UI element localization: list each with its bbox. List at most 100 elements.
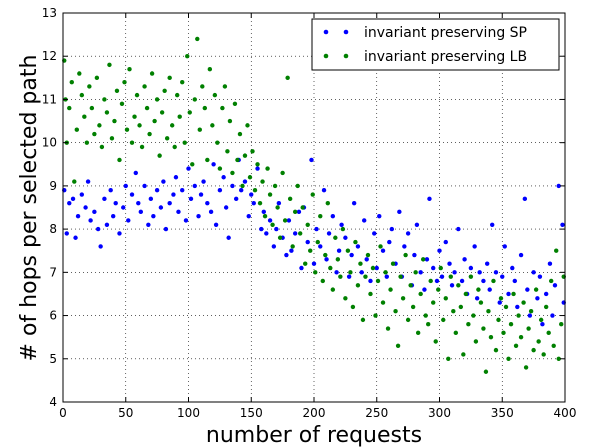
data-point xyxy=(121,205,126,210)
data-point xyxy=(423,313,428,318)
data-point xyxy=(463,291,469,297)
data-point xyxy=(547,261,553,266)
data-point xyxy=(124,127,130,132)
data-point xyxy=(434,278,440,284)
data-point xyxy=(212,92,218,98)
data-point xyxy=(188,196,194,202)
data-point xyxy=(527,313,533,318)
data-point xyxy=(158,205,164,210)
data-point xyxy=(300,205,305,210)
data-point xyxy=(362,218,367,223)
data-point xyxy=(321,188,327,193)
data-point xyxy=(180,188,185,193)
data-point xyxy=(375,278,381,284)
data-point xyxy=(351,200,357,206)
data-point xyxy=(497,300,502,305)
data-point xyxy=(512,278,517,284)
data-point xyxy=(190,162,195,167)
data-point xyxy=(472,244,477,249)
data-point xyxy=(456,283,461,288)
data-point xyxy=(139,144,145,150)
y-tick-label: 9 xyxy=(49,179,57,193)
data-point xyxy=(311,261,317,266)
data-point xyxy=(260,179,265,184)
data-point xyxy=(388,287,393,292)
data-point xyxy=(330,213,336,219)
data-point xyxy=(163,226,169,232)
data-point xyxy=(192,183,197,189)
x-tick-label: 150 xyxy=(240,406,263,420)
data-point xyxy=(506,356,511,361)
data-point xyxy=(85,179,91,184)
series-sp-points xyxy=(62,157,566,327)
data-point xyxy=(299,265,304,271)
data-point xyxy=(147,131,152,137)
data-point xyxy=(449,283,455,288)
data-point xyxy=(257,200,263,206)
y-axis-label: # of hops per selected path xyxy=(17,55,42,362)
data-point xyxy=(433,339,438,344)
data-point xyxy=(310,192,315,197)
data-point xyxy=(363,274,368,279)
data-point xyxy=(230,170,235,176)
data-point xyxy=(223,205,229,210)
data-point xyxy=(415,330,421,336)
x-tick-label: 0 xyxy=(59,406,67,420)
data-point xyxy=(335,257,341,262)
data-point xyxy=(92,209,97,215)
data-point xyxy=(522,196,528,202)
data-point xyxy=(334,270,339,275)
data-point xyxy=(556,356,561,361)
data-point xyxy=(142,183,147,189)
x-tick-label: 200 xyxy=(303,406,326,420)
data-point xyxy=(245,123,250,128)
data-point xyxy=(176,209,181,215)
data-point xyxy=(484,261,490,266)
data-point xyxy=(74,127,80,132)
data-point xyxy=(459,278,465,284)
data-point xyxy=(481,278,486,284)
data-point xyxy=(414,222,420,227)
data-point xyxy=(508,322,514,327)
data-point xyxy=(255,162,260,167)
data-point xyxy=(136,200,141,206)
data-point xyxy=(261,209,266,215)
data-point xyxy=(541,352,546,357)
data-point xyxy=(205,200,210,206)
data-point xyxy=(198,192,204,197)
y-tick-label: 4 xyxy=(49,395,57,409)
data-point xyxy=(410,304,416,310)
data-point xyxy=(69,79,74,85)
data-point xyxy=(287,196,293,202)
data-point xyxy=(528,309,534,314)
data-point xyxy=(358,261,363,266)
data-point xyxy=(297,231,303,236)
data-point xyxy=(222,84,228,89)
data-point xyxy=(230,183,235,189)
data-point xyxy=(173,175,179,180)
y-tick-labels: 4 5 6 7 8 9 10 11 12 13 xyxy=(42,6,57,409)
data-point xyxy=(413,270,418,275)
data-point xyxy=(227,118,233,124)
y-tick-label: 11 xyxy=(42,92,57,106)
data-point xyxy=(210,123,215,128)
data-point xyxy=(477,270,482,275)
data-point xyxy=(349,252,354,258)
data-point xyxy=(476,287,481,292)
data-point xyxy=(443,239,448,245)
data-point xyxy=(345,248,351,253)
data-point xyxy=(360,317,366,323)
data-point xyxy=(127,66,132,72)
data-point xyxy=(162,88,167,94)
data-point xyxy=(122,79,127,85)
data-point xyxy=(540,322,545,327)
y-tick-label: 7 xyxy=(49,265,57,279)
data-point xyxy=(102,196,107,202)
data-point xyxy=(104,222,110,227)
data-point xyxy=(468,274,474,279)
x-tick-labels: 0 50 100 150 200 250 300 350 400 xyxy=(59,406,576,420)
data-point xyxy=(418,270,423,275)
data-point xyxy=(400,296,406,301)
data-point xyxy=(403,252,408,258)
data-point xyxy=(338,274,343,279)
